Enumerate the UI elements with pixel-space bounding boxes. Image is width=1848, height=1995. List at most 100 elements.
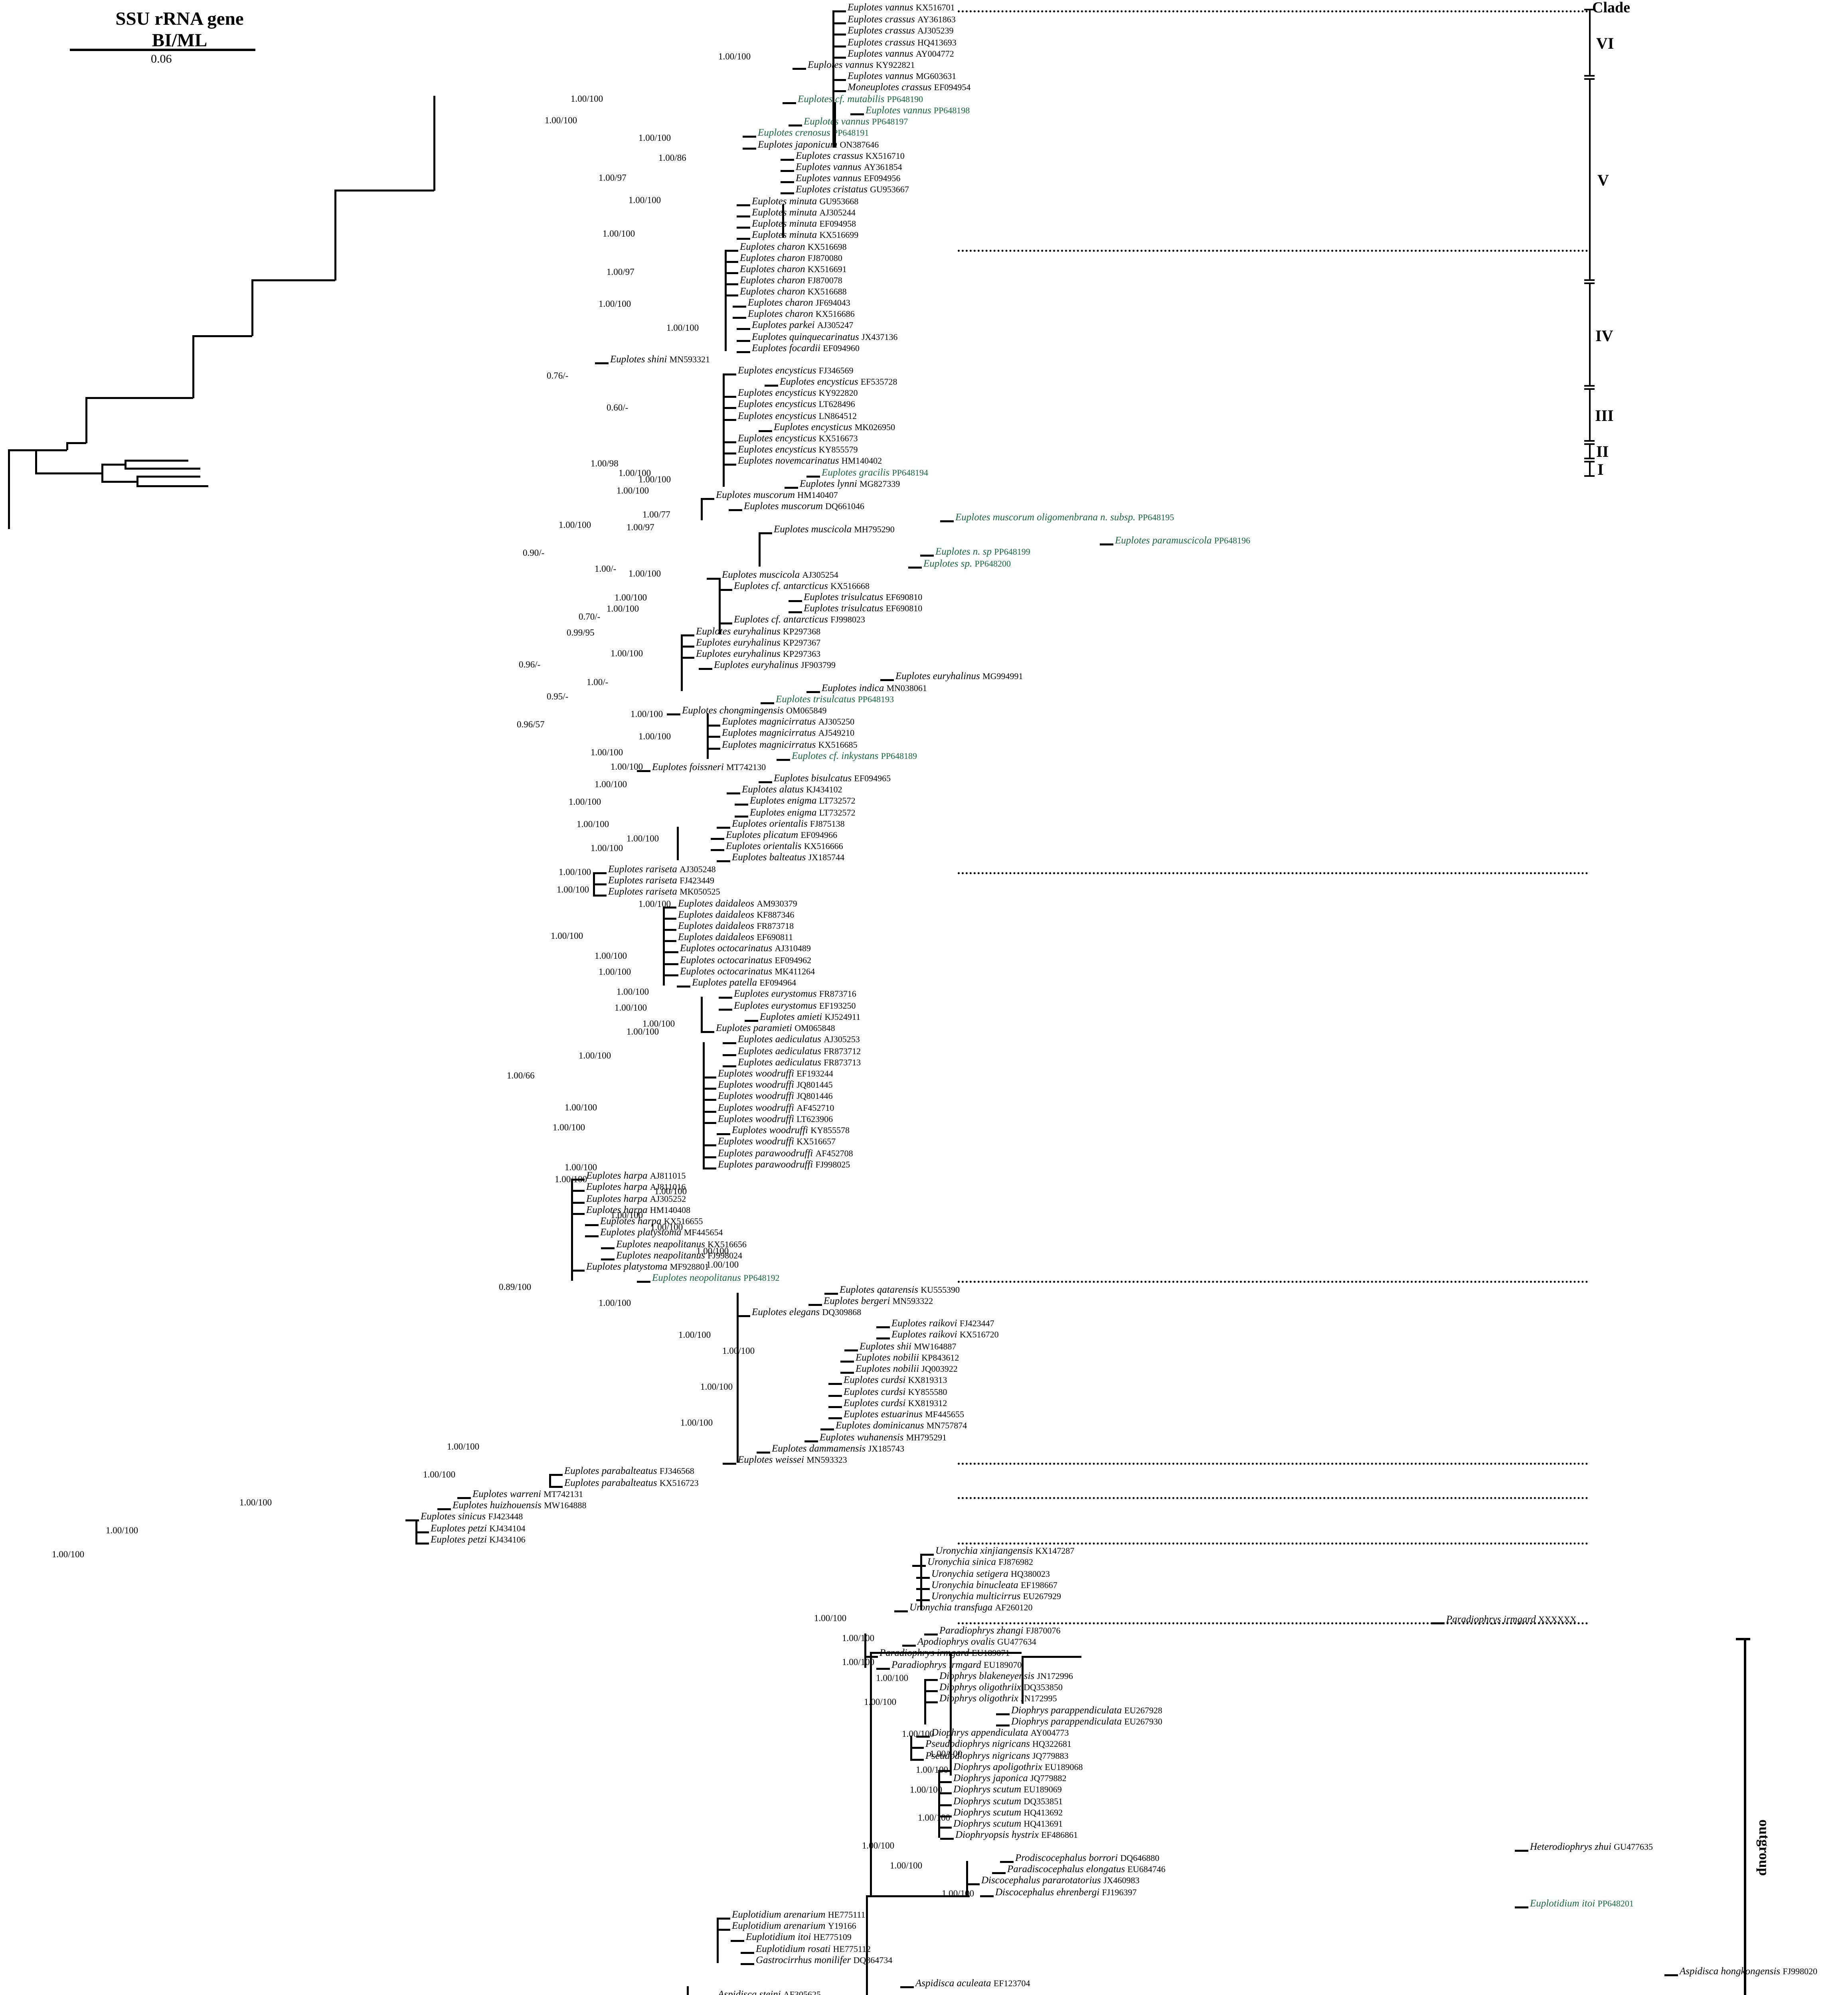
node-support-value: 0.96/- [519,660,541,670]
taxon-label: Euplotes aediculatus FR873712 [738,1046,861,1056]
tip-branch [457,1497,471,1499]
accession-number: PP648194 [892,468,928,478]
tree-branch [866,1895,868,1995]
tree-branch [759,532,761,567]
tip-branch [723,407,736,409]
taxon-label: Euplotes octocarinatus MK411264 [680,966,815,976]
taxon-label: Euplotes cf. antarcticus KX516668 [734,581,870,591]
tip-branch [832,90,846,92]
taxon-name: Euplotes encysticus [738,387,819,398]
taxon-label: Euplotidium itoi PP648201 [1530,1898,1634,1908]
tip-branch [806,691,820,693]
accession-number: FR873713 [824,1057,861,1067]
node-support-value: 1.00/100 [553,1122,585,1132]
taxon-name: Euplotes parawoodruffi [718,1148,816,1159]
taxon-name: Euplotes platystoma [586,1261,670,1272]
taxon-label: Euplotes weissei MN593323 [738,1455,847,1465]
taxon-label: Euplotes woodruffi JQ801445 [718,1080,833,1090]
tree-branch [433,96,435,191]
taxon-name: Euplotes woodruffi [718,1079,797,1090]
taxon-name: Aspidisca hongkongensis [1680,1966,1783,1977]
node-support-value: 1.00/100 [599,299,631,309]
taxon-name: Euplotes woodruffi [718,1090,797,1101]
taxon-name: Euplotes raikovi [891,1318,960,1329]
taxon-name: Euplotes euryhalinus [696,626,783,637]
node-support-value: 1.00/100 [706,1260,739,1270]
taxon-name: Euplotes balteatus [732,852,808,863]
accession-number: JX185744 [808,852,845,862]
tip-branch [637,770,650,772]
tip-branch [725,261,738,263]
accession-number: JF903799 [801,660,836,670]
taxon-label: Euplotes crassus AJ305239 [848,26,953,36]
tree-branch [866,1895,970,1897]
taxon-name: Euplotes harpa [600,1216,664,1227]
tip-branch [677,986,690,988]
taxon-label: Euplotes euryhalinus KP297368 [696,626,820,636]
accession-number: PP648200 [974,559,1011,569]
tree-branch [8,449,10,529]
node-support-value: 1.00/100 [559,867,591,877]
taxon-label: Euplotes charon KX516691 [740,264,847,274]
tip-branch [701,1031,714,1033]
accession-number: HE775109 [813,1932,852,1942]
node-support-value: 1.00/100 [447,1442,480,1452]
tip-branch [663,907,676,909]
taxon-name: Euplotes curdsi [844,1375,908,1385]
tree-branch [101,464,103,482]
accession-number: FR873718 [757,921,794,931]
taxon-label: Paradiophrys zhangi FJ870076 [939,1626,1060,1636]
taxon-name: Euplotidium itoi [1530,1898,1598,1909]
tip-branch [938,1827,952,1829]
scale-bar [70,49,255,51]
tree-branch [593,872,595,895]
accession-number: MH795291 [906,1432,947,1442]
accession-number: AJ310489 [775,943,811,953]
tip-branch [665,951,678,953]
tip-branch [908,567,922,569]
taxon-label: Diophrys oligothriix DQ353850 [939,1682,1063,1692]
accession-number: PP648189 [881,751,917,761]
taxon-label: Euplotes vannus MG603631 [848,71,956,81]
tip-branch [733,306,746,308]
node-support-value: 1.00/100 [722,1346,755,1356]
taxon-name: Diophrys japonica [953,1773,1031,1784]
tip-branch [585,1235,599,1237]
accession-number: MK026950 [854,422,895,432]
taxon-label: Euplotes shii MW164887 [860,1341,956,1351]
tip-branch [777,759,790,761]
node-support-value: 1.00/100 [678,1330,711,1340]
scale-bar-label: 0.06 [151,52,172,65]
tip-branch [723,441,736,443]
node-support-value: 0.99/95 [567,628,595,638]
tree-branch [125,460,188,462]
node-support-value: 1.00/100 [902,1729,935,1739]
accession-number: HQ322681 [1032,1739,1071,1749]
tree-branch [687,1986,689,1995]
accession-number: AY361863 [917,14,956,24]
tip-branch [910,1747,924,1749]
accession-number: JF694043 [815,298,850,308]
taxon-name: Euplotidium itoi [746,1932,814,1942]
taxon-name: Uronychia setigera [931,1568,1011,1579]
clade-label-IV: IV [1595,327,1613,345]
node-support-value: 1.00/100 [864,1697,897,1707]
accession-number: GU953667 [870,184,909,194]
taxon-name: Euplotes woodruffi [732,1125,811,1136]
accession-number: MF445655 [925,1409,964,1419]
tip-branch [916,1599,930,1601]
accession-number: KP843612 [921,1353,959,1363]
taxon-label: Euplotes parabalteatus KX516723 [564,1478,699,1488]
taxon-label: Euplotes huizhouensis MW164888 [453,1500,587,1510]
taxon-label: Euplotes sp. PP648200 [923,559,1011,569]
tree-branch [8,449,36,451]
tree-branch [35,449,67,451]
tip-branch [781,181,794,183]
node-support-value: 1.00/100 [638,133,671,143]
tip-branch [992,1872,1006,1874]
taxon-label: Euplotes vannus KX516701 [848,2,955,12]
node-support-value: 1.00/100 [565,1162,597,1172]
taxon-label: Uronychia xinjiangensis KX147287 [935,1546,1074,1556]
node-support-value: 1.00/100 [619,468,651,478]
tip-branch [723,396,736,398]
